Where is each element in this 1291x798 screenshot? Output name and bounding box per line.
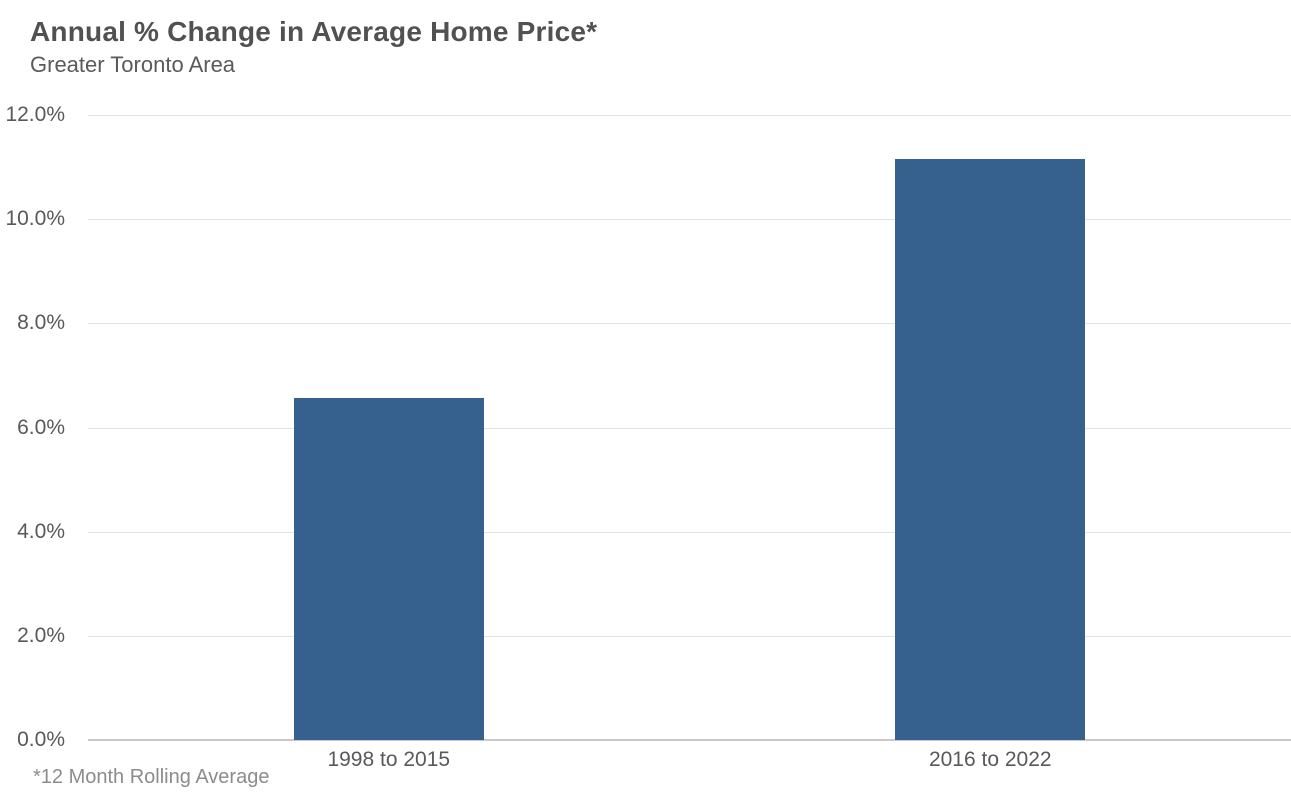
y-tick-label: 8.0% [17, 311, 65, 335]
chart-footnote: *12 Month Rolling Average [33, 766, 270, 788]
x-tick-label: 1998 to 2015 [327, 748, 451, 771]
y-tick-label: 0.0% [17, 728, 65, 751]
x-axis-tick-labels: 1998 to 2015 2016 to 2022 [88, 748, 1291, 778]
x-tick-label: 2016 to 2022 [928, 748, 1052, 771]
y-tick-label: 12.0% [5, 103, 65, 126]
y-axis-tick-labels: 0.0% 2.0% 4.0% 6.0% 8.0% 10.0% 12.0% [0, 103, 65, 751]
chart-subtitle: Greater Toronto Area [30, 52, 236, 77]
bar-2016-to-2022 [895, 159, 1086, 740]
gridline [88, 531, 1291, 533]
gridline [88, 219, 1291, 221]
gridline [88, 635, 1291, 637]
gridline [88, 427, 1291, 429]
chart-header: Annual % Change in Average Home Price* G… [30, 14, 597, 78]
gridline [88, 115, 1291, 116]
y-tick-label: 4.0% [17, 519, 65, 543]
x-axis-line [88, 739, 1291, 741]
y-tick-label: 2.0% [17, 623, 65, 647]
bar-1998-to-2015 [293, 397, 484, 740]
plot-area [88, 115, 1291, 741]
gridline [88, 323, 1291, 325]
y-tick-label: 6.0% [17, 415, 65, 439]
y-tick-label: 10.0% [5, 207, 65, 231]
chart-title: Annual % Change in Average Home Price* [30, 16, 598, 47]
